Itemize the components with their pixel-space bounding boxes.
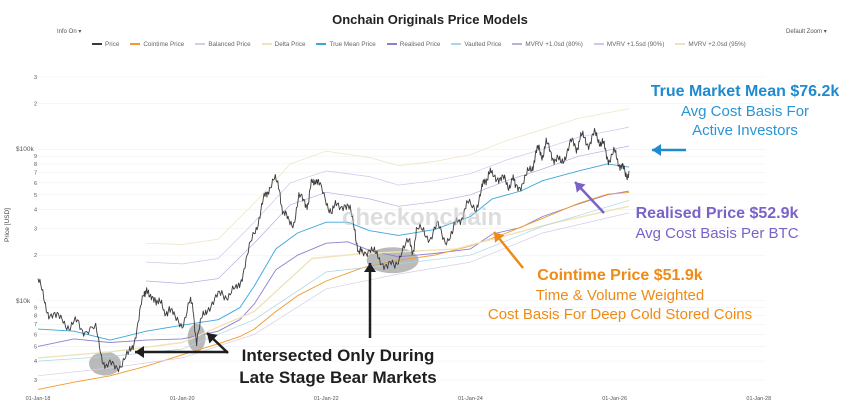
cointime-annotation: Cointime Price $51.9k Time & Volume Weig… [420, 266, 820, 324]
cointime-arrow-head [494, 232, 505, 243]
y-tick-label: 7 [34, 171, 37, 177]
chart-title: Onchain Originals Price Models [332, 12, 528, 27]
y-tick-label: 4 [34, 208, 37, 214]
bear-highlight-zone [187, 323, 206, 352]
series-mvrv-2-0sd-95 [146, 108, 630, 245]
cointime-heading: Cointime Price $51.9k [537, 267, 703, 284]
realised-heading: Realised Price $52.9k [635, 205, 799, 222]
legend-item[interactable]: Cointime Price [130, 41, 184, 48]
y-tick-label: 2 [34, 102, 37, 108]
legend-item[interactable]: MVRV +1.5sd (90%) [593, 40, 665, 48]
zoom-label: Default Zoom [786, 29, 823, 35]
bear-annotation: Intersected Only During Late Stage Bear … [208, 345, 468, 389]
legend-item[interactable]: Delta Price [261, 40, 306, 48]
y-tick-label: 4 [34, 359, 37, 365]
true-mean-annotation: True Market Mean $76.2k Avg Cost Basis F… [590, 82, 860, 140]
legend-item[interactable]: Realised Price [386, 40, 441, 48]
y-tick-label: 9 [34, 306, 37, 312]
legend-label: True Mean Price [329, 40, 376, 48]
legend-item[interactable]: MVRV +2.0sd (95%) [675, 40, 746, 48]
x-tick-label: 01-Jan-18 [26, 396, 51, 402]
y-tick-label: 3 [34, 226, 37, 232]
legend-item[interactable]: Vaulted Price [451, 41, 501, 48]
y-tick-label: 6 [34, 332, 37, 338]
zoom-select[interactable]: Default Zoom ▾ [786, 28, 827, 35]
legend-item[interactable]: Price [92, 41, 119, 48]
legend-label: MVRV +1.5sd (90%) [606, 40, 665, 48]
watermark: checkonchain [342, 204, 503, 231]
info-toggle[interactable]: Info On ▾ [57, 28, 81, 35]
cointime-sub1: Time & Volume Weighted [535, 287, 705, 304]
y-tick-label: 8 [34, 313, 37, 319]
legend-label: Realised Price [399, 40, 441, 48]
y-tick-label: 5 [34, 344, 37, 350]
y-tick-label: $100k [16, 146, 34, 153]
x-tick-label: 01-Jan-24 [458, 396, 483, 402]
legend-swatch [675, 43, 686, 45]
bear-line1: Intersected Only During [241, 346, 435, 365]
true-mean-sub2: Active Investors [692, 122, 798, 139]
legend-swatch [593, 43, 604, 45]
true-mean-sub1: Avg Cost Basis For [680, 103, 810, 120]
realised-sub1: Avg Cost Basis Per BTC [635, 225, 799, 242]
x-tick-label: 01-Jan-26 [602, 396, 627, 402]
legend-label: Price [105, 40, 120, 48]
x-tick-label: 01-Jan-22 [314, 396, 339, 402]
series-mvrv-1-5sd-90 [146, 126, 630, 265]
bear-arrow-up-head [364, 263, 376, 272]
legend-label: Vaulted Price [464, 40, 502, 48]
legend-swatch [261, 43, 272, 45]
y-tick-label: $10k [16, 298, 31, 305]
series-balanced-price [37, 212, 630, 377]
x-tick-label: 01-Jan-28 [746, 396, 771, 402]
legend-swatch [386, 43, 397, 45]
true-mean-arrow-head [652, 144, 661, 156]
y-tick-label: 8 [34, 162, 37, 168]
info-toggle-label: Info On [57, 29, 77, 35]
series-cointime-price [37, 191, 630, 390]
series-mvrv-1-0sd-80 [146, 145, 630, 284]
legend-label: MVRV +1.0sd (80%) [525, 40, 583, 48]
chevron-down-icon: ▾ [78, 29, 82, 35]
x-tick-label: 01-Jan-20 [170, 396, 195, 402]
y-axis-label: Price [USD] [4, 208, 11, 242]
bear-arrow-diag-head [207, 333, 218, 344]
y-tick-label: 2 [34, 253, 37, 259]
y-tick-label: 9 [34, 154, 37, 160]
y-tick-label: 7 [34, 322, 37, 328]
legend-swatch [195, 43, 206, 45]
y-tick-label: 5 [34, 193, 37, 199]
bear-line2: Late Stage Bear Markets [239, 368, 437, 387]
y-tick-label: 3 [34, 378, 37, 384]
true-mean-heading: True Market Mean $76.2k [650, 83, 840, 100]
legend-swatch [451, 43, 462, 45]
legend-label: Balanced Price [208, 40, 251, 48]
legend: Price Cointime Price Balanced Price Delta P… [92, 40, 832, 50]
realised-annotation: Realised Price $52.9k Avg Cost Basis Per… [572, 204, 860, 243]
legend-label: Cointime Price [143, 40, 185, 48]
y-tick-label: 3 [34, 75, 37, 81]
series-true-mean-price [37, 163, 630, 341]
bear-arrow-left-head [135, 346, 144, 358]
legend-item[interactable]: Balanced Price [195, 40, 251, 48]
legend-swatch [92, 43, 102, 45]
bear-highlight-zone [89, 351, 122, 376]
series-price [37, 127, 630, 373]
chevron-down-icon: ▾ [823, 29, 827, 35]
legend-item[interactable]: MVRV +1.0sd (80%) [512, 40, 583, 48]
series-realised-price [37, 190, 630, 347]
legend-swatch [130, 43, 141, 45]
legend-swatch [512, 43, 523, 45]
realised-arrow-head [575, 182, 586, 193]
series-vaulted-price [37, 199, 630, 362]
y-tick-label: 6 [34, 181, 37, 187]
cointime-sub2: Cost Basis For Deep Cold Stored Coins [487, 306, 753, 323]
legend-swatch [316, 43, 327, 45]
series-delta-price [37, 205, 630, 359]
legend-label: Delta Price [274, 40, 306, 48]
legend-item[interactable]: True Mean Price [316, 40, 376, 48]
legend-label: MVRV +2.0sd (95%) [688, 40, 746, 48]
